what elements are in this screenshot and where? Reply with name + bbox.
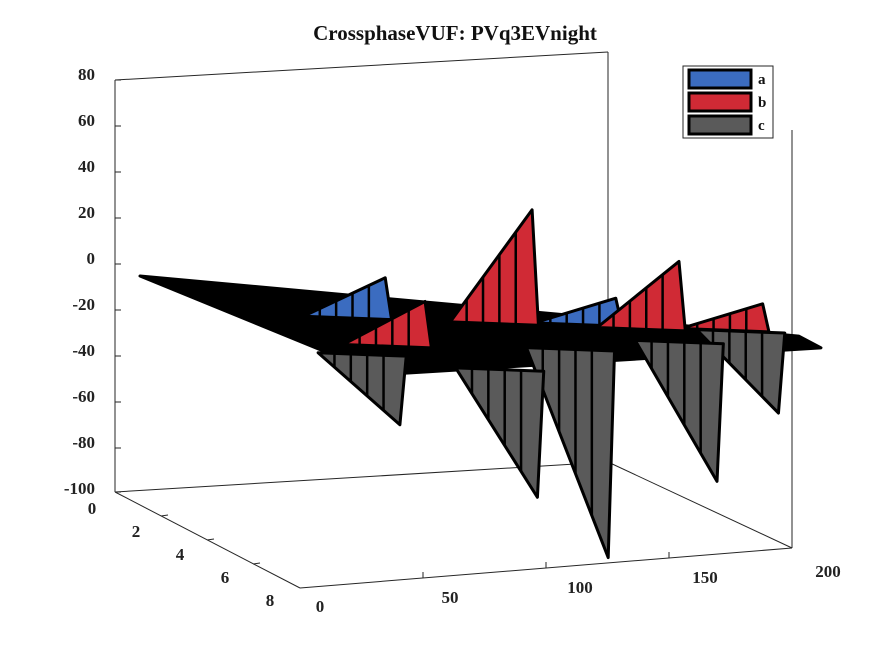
- z-tick-marks: [115, 79, 121, 493]
- z-tick-label: 0: [87, 249, 96, 268]
- y-axis-ticks: 0 2 4 6 8: [88, 499, 275, 610]
- y-tick-label: 4: [176, 545, 185, 564]
- y-tick-label: 0: [88, 499, 97, 518]
- z-axis-ticks: 80 60 40 20 0 -20 -40 -60 -80 -100: [64, 65, 95, 498]
- x-axis-ticks: 0 50 100 150 200: [316, 562, 841, 616]
- surface-panel-c: [316, 351, 408, 427]
- surface-plot: [138, 208, 823, 560]
- z-tick-label: 20: [78, 203, 95, 222]
- z-tick-label: -20: [72, 295, 95, 314]
- surface-panel-b: [679, 302, 771, 334]
- y-tick-label: 6: [221, 568, 230, 587]
- z-tick-label: -40: [72, 341, 95, 360]
- legend-label-b: b: [758, 95, 766, 111]
- x-tick-label: 150: [692, 568, 718, 587]
- legend-swatch-b: [687, 91, 753, 113]
- x-tick-label: 200: [815, 562, 841, 581]
- y-tick-marks: [160, 514, 261, 565]
- z-tick-label: -80: [72, 433, 95, 452]
- z-tick-label: 80: [78, 65, 95, 84]
- z-tick-label: 60: [78, 111, 95, 130]
- z-tick-label: -100: [64, 479, 95, 498]
- legend-label-c: c: [758, 118, 765, 134]
- z-tick-label: 40: [78, 157, 95, 176]
- x-tick-label: 100: [567, 578, 593, 597]
- x-tick-marks: [422, 552, 670, 578]
- legend-swatch-c: [687, 114, 753, 136]
- surface-panel-b: [595, 259, 687, 333]
- legend: a b c: [682, 65, 774, 139]
- chart-title: CrossphaseVUF: PVq3EVnight: [313, 21, 597, 45]
- surface-panel-c: [633, 338, 725, 483]
- x-tick-label: 50: [442, 588, 459, 607]
- x-tick-label: 0: [316, 597, 325, 616]
- surface-panel-c: [454, 366, 546, 499]
- legend-swatch-a: [687, 68, 753, 90]
- z-tick-label: -60: [72, 387, 95, 406]
- y-tick-label: 2: [132, 522, 141, 541]
- legend-label-a: a: [758, 72, 766, 88]
- y-tick-label: 8: [266, 591, 275, 610]
- surface-panel-b: [448, 208, 540, 327]
